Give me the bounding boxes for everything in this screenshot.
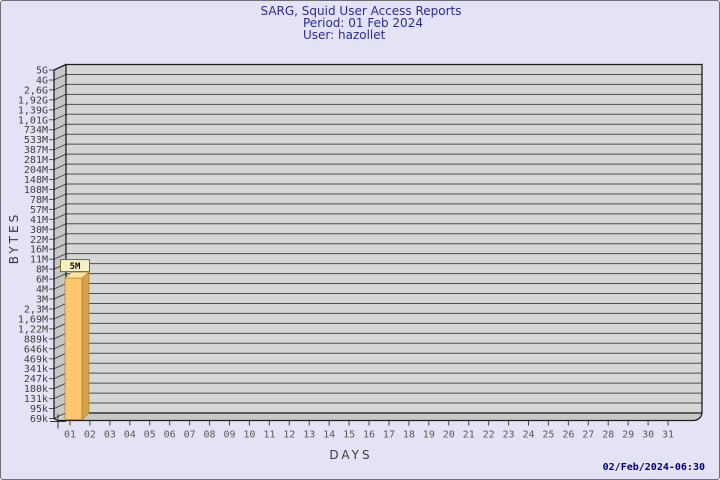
svg-text:1,22M: 1,22M [18, 324, 48, 335]
svg-text:14: 14 [323, 430, 335, 441]
svg-text:69k: 69k [30, 414, 48, 425]
x-axis-label: DAYS [329, 448, 373, 462]
svg-text:469k: 469k [24, 354, 48, 365]
svg-text:3M: 3M [36, 295, 48, 306]
svg-text:03: 03 [104, 430, 116, 441]
svg-text:889k: 889k [24, 334, 48, 345]
svg-text:10: 10 [243, 430, 255, 441]
axis-wall-3d [54, 64, 66, 419]
x-tick-labels: 01 02 03 04 05 06 07 08 09 10 11 12 13 14 15 16 17 18 19 20… [64, 421, 674, 441]
svg-text:22: 22 [483, 430, 495, 441]
bar-day-01 [64, 271, 90, 421]
svg-text:4M: 4M [36, 285, 48, 296]
chart-user: User: hazollet [303, 28, 386, 42]
svg-text:1,92G: 1,92G [18, 95, 48, 106]
svg-text:16: 16 [363, 430, 375, 441]
svg-text:01: 01 [64, 430, 76, 441]
svg-text:41M: 41M [30, 215, 48, 226]
svg-text:57M: 57M [30, 205, 48, 216]
floor-front-edge [58, 412, 703, 422]
svg-text:2,3M: 2,3M [24, 304, 48, 315]
svg-text:204M: 204M [24, 165, 48, 176]
chart-title: SARG, Squid User Access Reports [260, 4, 462, 18]
plot-area [66, 64, 702, 413]
svg-text:148M: 148M [24, 175, 48, 186]
svg-text:12: 12 [283, 430, 295, 441]
svg-text:341k: 341k [24, 364, 48, 375]
svg-text:1,01G: 1,01G [18, 115, 48, 126]
y-tick-labels: 5G4G2,6G1,92G1,39G1,01G734M533M387M281M2… [18, 66, 48, 425]
svg-text:17: 17 [383, 430, 395, 441]
svg-text:13: 13 [303, 430, 315, 441]
svg-text:08: 08 [204, 430, 216, 441]
svg-text:108M: 108M [24, 185, 48, 196]
axis-floor-3d [58, 412, 702, 421]
chart-period: Period: 01 Feb 2024 [303, 16, 423, 30]
svg-text:2,6G: 2,6G [24, 85, 48, 96]
svg-text:05: 05 [144, 430, 156, 441]
svg-text:1,69M: 1,69M [18, 314, 48, 325]
axis-origin-cross [50, 414, 66, 429]
svg-text:22M: 22M [30, 235, 48, 246]
svg-text:533M: 533M [24, 135, 48, 146]
svg-text:6M: 6M [36, 275, 48, 286]
svg-text:26: 26 [562, 430, 574, 441]
svg-text:11: 11 [263, 430, 275, 441]
svg-text:28: 28 [602, 430, 614, 441]
svg-text:16M: 16M [30, 245, 48, 256]
y-axis-label: BYTES [7, 211, 21, 265]
svg-text:30M: 30M [30, 225, 48, 236]
svg-text:78M: 78M [30, 195, 48, 206]
svg-text:281M: 281M [24, 155, 48, 166]
svg-text:27: 27 [582, 430, 594, 441]
svg-text:180k: 180k [24, 384, 48, 395]
svg-text:06: 06 [164, 430, 176, 441]
svg-text:5M: 5M [70, 262, 81, 272]
svg-text:09: 09 [223, 430, 235, 441]
svg-text:4G: 4G [36, 75, 48, 86]
svg-text:21: 21 [463, 430, 475, 441]
bar-value-label: 5M [60, 259, 90, 273]
svg-text:387M: 387M [24, 145, 48, 156]
svg-text:18: 18 [403, 430, 415, 441]
svg-text:30: 30 [642, 430, 654, 441]
svg-text:646k: 646k [24, 344, 48, 355]
svg-text:04: 04 [124, 430, 136, 441]
svg-text:247k: 247k [24, 374, 48, 385]
svg-text:5G: 5G [36, 66, 48, 77]
svg-text:24: 24 [522, 430, 534, 441]
svg-text:95k: 95k [30, 404, 48, 415]
svg-text:131k: 131k [24, 394, 48, 405]
svg-text:23: 23 [503, 430, 515, 441]
svg-text:07: 07 [184, 430, 196, 441]
svg-text:734M: 734M [24, 125, 48, 136]
svg-text:20: 20 [443, 430, 455, 441]
svg-text:15: 15 [343, 430, 355, 441]
svg-text:8M: 8M [36, 265, 48, 276]
svg-text:31: 31 [662, 430, 674, 441]
svg-text:1,39G: 1,39G [18, 105, 48, 116]
svg-text:19: 19 [423, 430, 435, 441]
svg-text:02: 02 [84, 430, 96, 441]
svg-text:29: 29 [622, 430, 634, 441]
generated-timestamp: 02/Feb/2024-06:30 [602, 462, 705, 473]
svg-text:25: 25 [542, 430, 554, 441]
svg-text:11M: 11M [30, 255, 48, 266]
